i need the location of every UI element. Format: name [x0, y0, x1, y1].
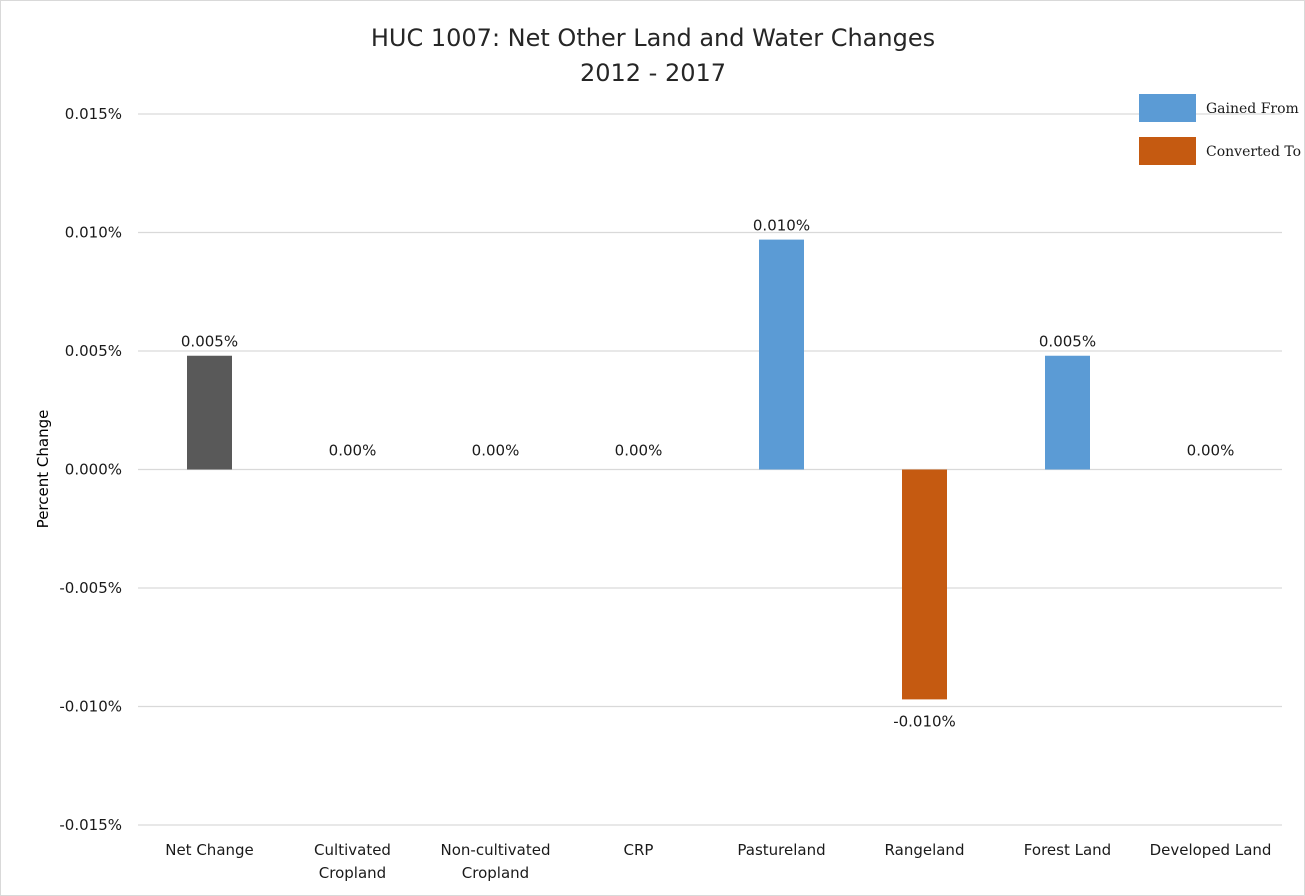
x-axis-categories: Net Change Cultivated Cropland Non-cultivat… [165, 841, 1271, 882]
x-tick-label: Forest Land [1024, 841, 1111, 859]
chart-subtitle: 2012 - 2017 [580, 59, 726, 87]
data-label: 0.00% [329, 442, 377, 460]
x-tick-label: Pastureland [737, 841, 825, 859]
y-tick-label: 0.000% [65, 461, 122, 479]
data-label: 0.005% [1039, 333, 1096, 351]
y-tick-label: 0.015% [65, 105, 122, 123]
chart-title: HUC 1007: Net Other Land and Water Chang… [371, 24, 935, 52]
x-tick-label: Cropland [462, 864, 529, 882]
x-tick-label: Cropland [319, 864, 386, 882]
x-tick-label: CRP [624, 841, 654, 859]
data-label: 0.00% [1187, 442, 1235, 460]
y-axis-ticks: 0.015% 0.010% 0.005% 0.000% -0.005% -0.010% -0… [59, 105, 122, 834]
legend-swatch [1139, 137, 1196, 165]
data-label: -0.010% [893, 712, 956, 730]
gridlines [138, 113, 1282, 826]
x-tick-label: Net Change [165, 841, 254, 859]
x-tick-label: Developed Land [1150, 841, 1272, 859]
y-tick-label: -0.015% [59, 816, 122, 834]
bars [187, 239, 1090, 700]
y-tick-label: -0.005% [59, 579, 122, 597]
bar [1045, 355, 1090, 470]
data-label: 0.005% [181, 333, 238, 351]
data-labels: 0.005% 0.00% 0.00% 0.00% 0.010% -0.010% 0.005%… [181, 217, 1234, 731]
legend-label: Converted To [1206, 144, 1301, 160]
x-tick-label: Cultivated [314, 841, 391, 859]
data-label: 0.00% [615, 442, 663, 460]
data-label: 0.010% [753, 217, 810, 235]
y-tick-label: -0.010% [59, 698, 122, 716]
legend-swatch [1139, 94, 1196, 122]
x-tick-label: Rangeland [885, 841, 965, 859]
legend-label: Gained From [1206, 101, 1299, 117]
data-label: 0.00% [472, 442, 520, 460]
x-tick-label: Non-cultivated [441, 841, 551, 859]
bar [902, 469, 947, 700]
y-tick-label: 0.010% [65, 224, 122, 242]
y-tick-label: 0.005% [65, 342, 122, 360]
bar [759, 239, 804, 470]
y-axis-label: Percent Change [34, 410, 52, 529]
legend: Gained From Converted To [1139, 94, 1301, 165]
bar [187, 355, 232, 470]
